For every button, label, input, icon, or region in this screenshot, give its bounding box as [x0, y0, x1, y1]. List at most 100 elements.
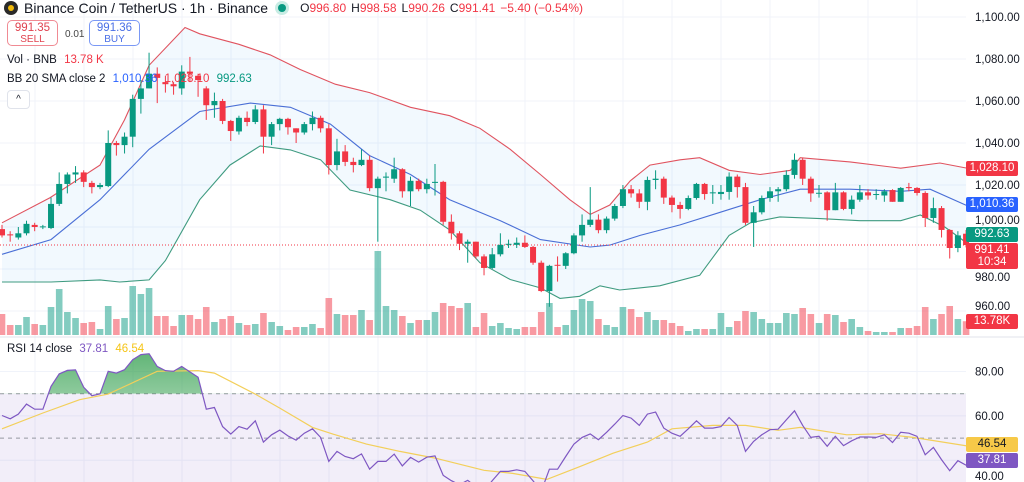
- candle-body: [464, 241, 471, 244]
- symbol-header: Binance Coin / TetherUS · 1h · Binance O…: [4, 0, 588, 16]
- volume-bar: [946, 306, 954, 335]
- volume-bar: [268, 322, 275, 335]
- candle-body: [562, 253, 569, 266]
- candle-body: [636, 193, 643, 202]
- volume-bar: [292, 327, 300, 335]
- volume-bar: [889, 332, 896, 335]
- symbol-title[interactable]: Binance Coin / TetherUS · 1h · Binance: [24, 0, 269, 16]
- candle-body: [203, 88, 210, 106]
- volume-bar: [725, 327, 733, 335]
- volume-bar: [358, 310, 365, 335]
- candle-body: [432, 181, 439, 183]
- volume-bar: [570, 310, 578, 335]
- volume-bar: [113, 319, 120, 335]
- candle-body: [816, 192, 822, 194]
- volume-bar: [954, 319, 962, 335]
- candle-body: [64, 174, 71, 184]
- rsi-legend[interactable]: RSI 14 close 37.81 46.54: [7, 343, 148, 355]
- bb-upper-price-label: 1,028.10: [966, 161, 1018, 176]
- rsi-value: 37.81: [79, 343, 109, 355]
- buy-button[interactable]: 991.36 BUY: [89, 20, 140, 46]
- candle-body: [113, 143, 120, 146]
- candle-body: [538, 262, 545, 292]
- volume-bar: [627, 309, 635, 335]
- volume-bar: [693, 329, 700, 335]
- candle-body: [824, 192, 831, 211]
- bb-upper-value: 1,028.10: [164, 73, 210, 85]
- price-axis-tick: 1,060.00: [975, 96, 1020, 108]
- collapse-legend-button[interactable]: ^: [7, 90, 30, 109]
- volume-bar: [513, 329, 521, 335]
- volume-bar: [521, 327, 529, 335]
- volume-bar: [219, 319, 226, 335]
- volume-bar: [431, 312, 439, 335]
- volume-bar: [243, 325, 251, 335]
- volume-bar: [0, 314, 6, 335]
- candle-body: [709, 192, 716, 194]
- volume-bar: [382, 306, 390, 335]
- volume-legend[interactable]: Vol · BNB 13.78 K: [7, 54, 108, 66]
- rsi-pane: [0, 353, 966, 482]
- bb-label: BB 20 SMA close 2: [7, 73, 106, 85]
- bollinger-legend[interactable]: BB 20 SMA close 2 1,010.36 1,028.10 992.…: [7, 73, 256, 85]
- rsi-ma-price-label: 46.54: [966, 437, 1018, 452]
- candle-body: [137, 88, 144, 99]
- buy-price: 991.36: [96, 22, 133, 34]
- volume-bar: [603, 325, 610, 335]
- price-axis[interactable]: 1,100.00 1,080.00 1,060.00 1,040.00 1,020.00…: [975, 12, 1020, 482]
- candle-body: [726, 176, 733, 192]
- volume-bar: [260, 313, 267, 335]
- candle-body: [121, 136, 128, 146]
- candle-body: [7, 234, 14, 236]
- ohlc-high: H998.58: [351, 1, 396, 15]
- high-value: 998.58: [359, 1, 397, 15]
- volume-bar: [374, 251, 382, 335]
- volume-bar: [31, 324, 38, 335]
- volume-bar: [251, 324, 259, 335]
- volume-bar: [930, 319, 937, 335]
- candle-body: [456, 233, 463, 244]
- volume-bar: [472, 327, 480, 335]
- open-label: O: [300, 1, 310, 15]
- last-price-value: 991.41: [974, 244, 1010, 256]
- candle-body: [407, 180, 414, 192]
- volume-bar: [137, 294, 145, 335]
- volume-bar: [6, 325, 14, 335]
- volume-bar: [415, 320, 422, 335]
- candle-body: [922, 192, 929, 218]
- volume-bar: [194, 319, 202, 335]
- candle-body: [734, 176, 741, 188]
- last-price-label: 991.41 10:34: [966, 243, 1018, 269]
- volume-bar: [774, 323, 782, 335]
- volume-bar: [660, 320, 668, 335]
- volume-bar: [619, 307, 627, 335]
- candle-body: [799, 159, 806, 179]
- volume-bar: [848, 319, 855, 335]
- candle-body: [317, 117, 324, 129]
- candle-body: [628, 189, 635, 194]
- candle-body: [595, 219, 602, 231]
- volume-bar: [186, 315, 194, 335]
- volume-bar: [15, 325, 22, 335]
- volume-bar: [284, 330, 292, 335]
- candle-body: [309, 117, 316, 125]
- sell-price: 991.35: [14, 22, 51, 34]
- candle-body: [865, 192, 872, 196]
- candle-body: [195, 75, 202, 80]
- candle-body: [472, 241, 479, 257]
- ohlc-low: L990.26: [402, 1, 445, 15]
- candle-body: [382, 176, 389, 178]
- volume-bar: [905, 328, 913, 335]
- candle-body: [946, 229, 953, 248]
- low-label: L: [401, 1, 409, 15]
- price-axis-tick: 1,020.00: [975, 180, 1020, 192]
- volume-bar: [88, 322, 96, 335]
- rsi-line: [1, 353, 966, 482]
- sell-button[interactable]: 991.35 SELL: [7, 20, 58, 46]
- volume-bar: [39, 325, 47, 335]
- candle-body: [399, 169, 406, 192]
- volume-bar: [480, 313, 488, 335]
- candle-body: [758, 198, 765, 213]
- candle-body: [260, 109, 267, 137]
